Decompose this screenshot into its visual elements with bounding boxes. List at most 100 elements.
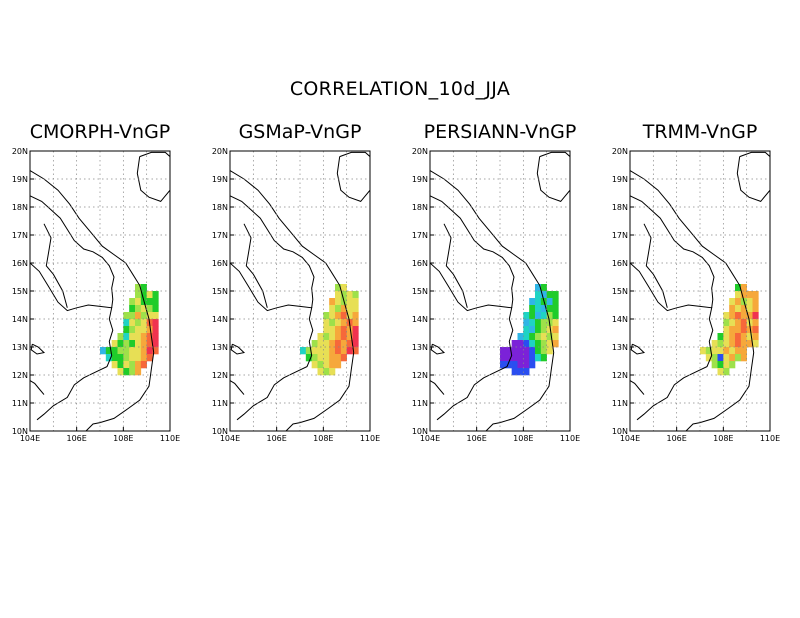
data-cell <box>546 298 553 306</box>
lat-tick-label: 14N <box>612 315 628 324</box>
lat-tick-label: 13N <box>212 343 228 352</box>
data-cell <box>135 326 142 334</box>
data-cell <box>135 361 142 369</box>
data-cell <box>535 284 542 292</box>
data-cell <box>335 284 342 292</box>
data-cell <box>535 312 542 320</box>
data-cell <box>735 319 742 327</box>
data-cell <box>723 361 730 369</box>
data-cell <box>540 319 547 327</box>
data-cell <box>129 305 136 313</box>
data-cell <box>529 298 536 306</box>
data-cell <box>140 319 147 327</box>
data-cell <box>323 347 330 355</box>
data-cell <box>746 291 753 299</box>
data-cell <box>117 347 124 355</box>
data-cell <box>329 347 336 355</box>
data-cell <box>140 340 147 348</box>
data-cell <box>723 326 730 334</box>
border-line <box>230 343 246 355</box>
data-cell <box>323 333 330 341</box>
lat-tick-label: 12N <box>212 371 228 380</box>
data-cell <box>752 312 759 320</box>
data-cell <box>317 361 324 369</box>
data-cell <box>140 291 147 299</box>
border-line <box>430 262 514 421</box>
data-cell <box>152 319 159 327</box>
lat-tick-label: 12N <box>12 371 28 380</box>
map-panel-trmm: TRMM-VnGP 20N 19N 18N 17N 16N 15N 14N 13N 12N 11N… <box>600 115 800 455</box>
data-cell <box>352 298 359 306</box>
lon-tick-label: 110E <box>760 434 780 443</box>
data-cell <box>117 340 124 348</box>
lat-tick-label: 11N <box>12 399 28 408</box>
data-cell <box>346 291 353 299</box>
data-cell <box>740 347 747 355</box>
data-cell <box>540 312 547 320</box>
data-cell <box>511 361 518 369</box>
lat-tick-label: 17N <box>212 231 228 240</box>
island-outline <box>136 151 170 202</box>
data-cell <box>511 340 518 348</box>
data-cell <box>123 361 130 369</box>
data-cell <box>729 361 736 369</box>
data-cell <box>746 305 753 313</box>
data-cell <box>323 368 330 376</box>
lon-tick-label: 104E <box>620 434 640 443</box>
data-cell <box>123 319 130 327</box>
data-cell <box>740 284 747 292</box>
border-line <box>430 343 446 355</box>
data-cell <box>135 368 142 376</box>
data-cell <box>529 340 536 348</box>
data-cell <box>535 305 542 313</box>
data-cell <box>323 340 330 348</box>
data-cell <box>335 319 342 327</box>
border-line <box>243 223 268 308</box>
data-cell <box>135 305 142 313</box>
data-cell <box>335 291 342 299</box>
data-cell <box>329 305 336 313</box>
data-cell <box>735 291 742 299</box>
data-cell <box>517 361 524 369</box>
data-cell <box>329 312 336 320</box>
lat-tick-label: 20N <box>212 147 228 156</box>
data-cell <box>135 312 142 320</box>
map-panel-gsmap: GSMaP-VnGP 20N 19N 18N 17N 16N 15N 14N 13N 12N 11… <box>200 115 400 455</box>
data-cell <box>135 354 142 362</box>
data-cell <box>352 333 359 341</box>
data-cell <box>317 340 324 348</box>
data-cell <box>523 354 530 362</box>
data-cell <box>152 305 159 313</box>
data-cell <box>535 319 542 327</box>
data-cell <box>740 312 747 320</box>
island-outline <box>736 151 770 202</box>
data-cell <box>529 333 536 341</box>
data-cell <box>335 347 342 355</box>
data-cell <box>152 340 159 348</box>
lon-tick-label: 108E <box>113 434 133 443</box>
data-cell <box>129 298 136 306</box>
border-line <box>30 195 115 308</box>
data-cell <box>311 340 318 348</box>
data-cell <box>723 368 730 376</box>
border-line <box>30 343 46 355</box>
lon-tick-label: 106E <box>67 434 87 443</box>
data-cell <box>746 333 753 341</box>
data-cell <box>135 333 142 341</box>
data-cell <box>352 312 359 320</box>
data-cell <box>500 347 507 355</box>
border-line <box>630 195 715 308</box>
data-cell <box>729 305 736 313</box>
data-cell <box>105 347 112 355</box>
lat-tick-label: 19N <box>612 175 628 184</box>
data-cell <box>329 333 336 341</box>
lat-tick-label: 12N <box>612 371 628 380</box>
data-cell <box>535 291 542 299</box>
data-cell <box>340 284 347 292</box>
lat-tick-label: 11N <box>412 399 428 408</box>
data-cell <box>129 333 136 341</box>
lon-tick-label: 110E <box>360 434 380 443</box>
data-cell <box>352 347 359 355</box>
data-cell <box>335 298 342 306</box>
